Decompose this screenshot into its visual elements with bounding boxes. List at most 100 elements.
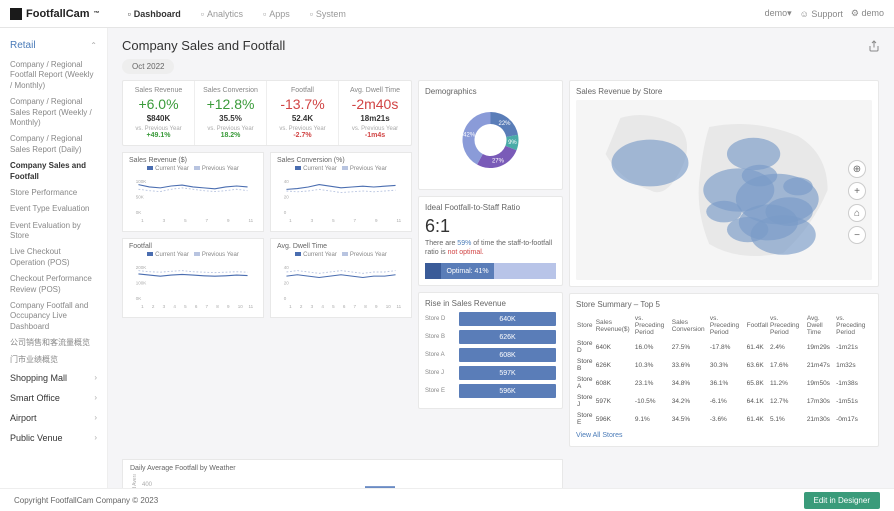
svg-text:7: 7 — [354, 218, 357, 223]
content: Company Sales and Footfall Oct 2022 Sale… — [108, 28, 894, 488]
svg-text:5: 5 — [184, 218, 187, 223]
map-home-icon[interactable]: ⌂ — [848, 204, 866, 222]
svg-text:0: 0 — [284, 296, 287, 301]
svg-text:9: 9 — [227, 304, 230, 309]
edit-designer-button[interactable]: Edit in Designer — [804, 492, 880, 509]
svg-text:8: 8 — [364, 304, 367, 309]
map[interactable]: ⊕ + ⌂ − — [576, 100, 872, 280]
optimal-segment — [425, 263, 441, 279]
nav-apps[interactable]: ▫ Apps — [255, 5, 298, 23]
svg-text:20: 20 — [284, 195, 290, 200]
chevron-right-icon: › — [94, 373, 97, 382]
sidebar: Retail⌃ Company / Regional Footfall Repo… — [0, 28, 108, 488]
nav-system[interactable]: ▫ System — [302, 5, 354, 23]
kpi-card: Sales Revenue+6.0%$840Kvs. Previous Year… — [122, 80, 412, 146]
table-header: Store — [576, 313, 595, 338]
mini-chart: Avg. Dwell TimeCurrent Year Previous Yea… — [270, 238, 412, 318]
svg-text:0K: 0K — [136, 296, 142, 301]
svg-text:0K: 0K — [136, 210, 142, 215]
svg-text:5: 5 — [332, 304, 335, 309]
rise-title: Rise in Sales Revenue — [425, 299, 556, 308]
svg-text:11: 11 — [248, 218, 253, 223]
sidebar-category[interactable]: Smart Office› — [0, 388, 107, 408]
kpi: Avg. Dwell Time-2m40s18m21svs. Previous … — [339, 81, 411, 145]
svg-text:5: 5 — [332, 218, 335, 223]
svg-text:9: 9 — [227, 218, 230, 223]
svg-text:7: 7 — [206, 218, 209, 223]
summary-table: StoreSales Revenue($) vs. Preceding Perio… — [576, 313, 872, 428]
kpi: Footfall-13.7%52.4Kvs. Previous Year-2.7… — [267, 81, 339, 145]
svg-text:3: 3 — [311, 304, 314, 309]
sidebar-item[interactable]: Company / Regional Sales Report (Weekly … — [0, 94, 107, 131]
user-menu[interactable]: demo▾ — [765, 8, 792, 19]
sidebar-item[interactable]: Company Sales and Footfall — [0, 158, 107, 185]
sidebar-category[interactable]: Shopping Mall› — [0, 368, 107, 388]
table-row[interactable]: Store B626K10.3%33.6%30.3%63.6K17.6%21m4… — [576, 356, 872, 374]
svg-text:100K: 100K — [136, 281, 147, 286]
optimal-bar: Optimal: 41% — [425, 263, 556, 279]
sidebar-item[interactable]: 公司销售和客流量概览 — [0, 335, 107, 351]
sidebar-item[interactable]: Checkout Performance Review (POS) — [0, 271, 107, 298]
sidebar-item[interactable]: Event Type Evaluation — [0, 201, 107, 217]
analytics-icon: ▫ — [201, 9, 204, 19]
topbar: FootfallCam™ ▫ Dashboard▫ Analytics▫ App… — [0, 0, 894, 28]
svg-text:9%: 9% — [508, 140, 517, 146]
svg-text:3: 3 — [311, 218, 314, 223]
svg-text:9: 9 — [375, 304, 378, 309]
svg-text:1: 1 — [289, 218, 292, 223]
svg-text:20: 20 — [284, 281, 290, 286]
share-icon[interactable] — [868, 40, 880, 52]
svg-text:9: 9 — [375, 218, 378, 223]
mini-chart: FootfallCurrent Year Previous Year200K10… — [122, 238, 264, 318]
svg-text:10: 10 — [238, 304, 244, 309]
optimal-segment: Optimal: 41% — [441, 263, 495, 279]
support-link[interactable]: ☺ Support — [800, 9, 843, 19]
view-all-link[interactable]: View All Stores — [576, 432, 623, 439]
sidebar-item[interactable]: Company / Regional Sales Report (Daily) — [0, 131, 107, 158]
logo-icon — [10, 8, 22, 20]
svg-text:1: 1 — [141, 218, 144, 223]
svg-text:7: 7 — [206, 304, 209, 309]
svg-text:50K: 50K — [136, 195, 144, 200]
sidebar-item[interactable]: Company Footfall and Occupancy Live Dash… — [0, 298, 107, 335]
summary-card: Store Summary – Top 5 StoreSales Revenue… — [569, 293, 879, 447]
sidebar-item[interactable]: Event Evaluation by Store — [0, 218, 107, 245]
map-zoom-out[interactable]: − — [848, 226, 866, 244]
chevron-up-icon: ⌃ — [90, 41, 97, 50]
svg-text:42%: 42% — [463, 133, 476, 139]
svg-text:200K: 200K — [136, 265, 147, 270]
date-selector[interactable]: Oct 2022 — [122, 59, 174, 74]
table-row[interactable]: Store A608K23.1%34.8%36.1%65.8K11.2%19m5… — [576, 374, 872, 392]
apps-icon: ▫ — [263, 9, 266, 19]
svg-text:22%: 22% — [499, 121, 512, 127]
sidebar-item[interactable]: 门市业绩概览 — [0, 352, 107, 368]
table-row[interactable]: Store D640K16.0%27.5%-17.8%61.4K2.4%19m2… — [576, 338, 872, 356]
mini-chart: Sales Revenue ($)Current Year Previous Y… — [122, 152, 264, 232]
svg-text:11: 11 — [396, 218, 401, 223]
table-row[interactable]: Store J597K-10.5%34.2%-6.1%64.1K12.7%17m… — [576, 392, 872, 410]
sidebar-item[interactable]: Live Checkout Operation (POS) — [0, 244, 107, 271]
nav-dashboard[interactable]: ▫ Dashboard — [120, 5, 189, 23]
ratio-card: Ideal Footfall-to-Staff Ratio 6:1 There … — [418, 196, 563, 286]
table-row[interactable]: Store E596K9.1%34.5%-3.6%61.4K5.1%21m30s… — [576, 410, 872, 428]
settings-menu[interactable]: ⚙ demo — [851, 8, 884, 19]
nav-analytics[interactable]: ▫ Analytics — [193, 5, 251, 23]
footer: Copyright FootfallCam Company © 2023 Edi… — [0, 488, 894, 511]
sidebar-category[interactable]: Public Venue› — [0, 428, 107, 448]
rise-row: Store A608K — [425, 348, 556, 362]
sidebar-category[interactable]: Airport› — [0, 408, 107, 428]
logo[interactable]: FootfallCam™ — [10, 8, 100, 20]
sidebar-item[interactable]: Company / Regional Footfall Report (Week… — [0, 57, 107, 94]
table-header: vs. Preceding Period — [709, 313, 746, 338]
sidebar-category-retail[interactable]: Retail⌃ — [0, 36, 107, 57]
map-compass-icon[interactable]: ⊕ — [848, 160, 866, 178]
ratio-text: There are 59% of time the staff-to-footf… — [425, 239, 556, 257]
svg-text:40: 40 — [284, 265, 290, 270]
table-header: Sales Revenue($) — [595, 313, 634, 338]
sidebar-item[interactable]: Store Performance — [0, 185, 107, 201]
table-header: vs. Preceding Period — [835, 313, 872, 338]
map-zoom-in[interactable]: + — [848, 182, 866, 200]
svg-text:6: 6 — [343, 304, 346, 309]
mini-chart: Sales Conversion (%)Current Year Previou… — [270, 152, 412, 232]
weather-chart: Weighted Average400300BreezeCloudyRainyS… — [130, 474, 555, 488]
